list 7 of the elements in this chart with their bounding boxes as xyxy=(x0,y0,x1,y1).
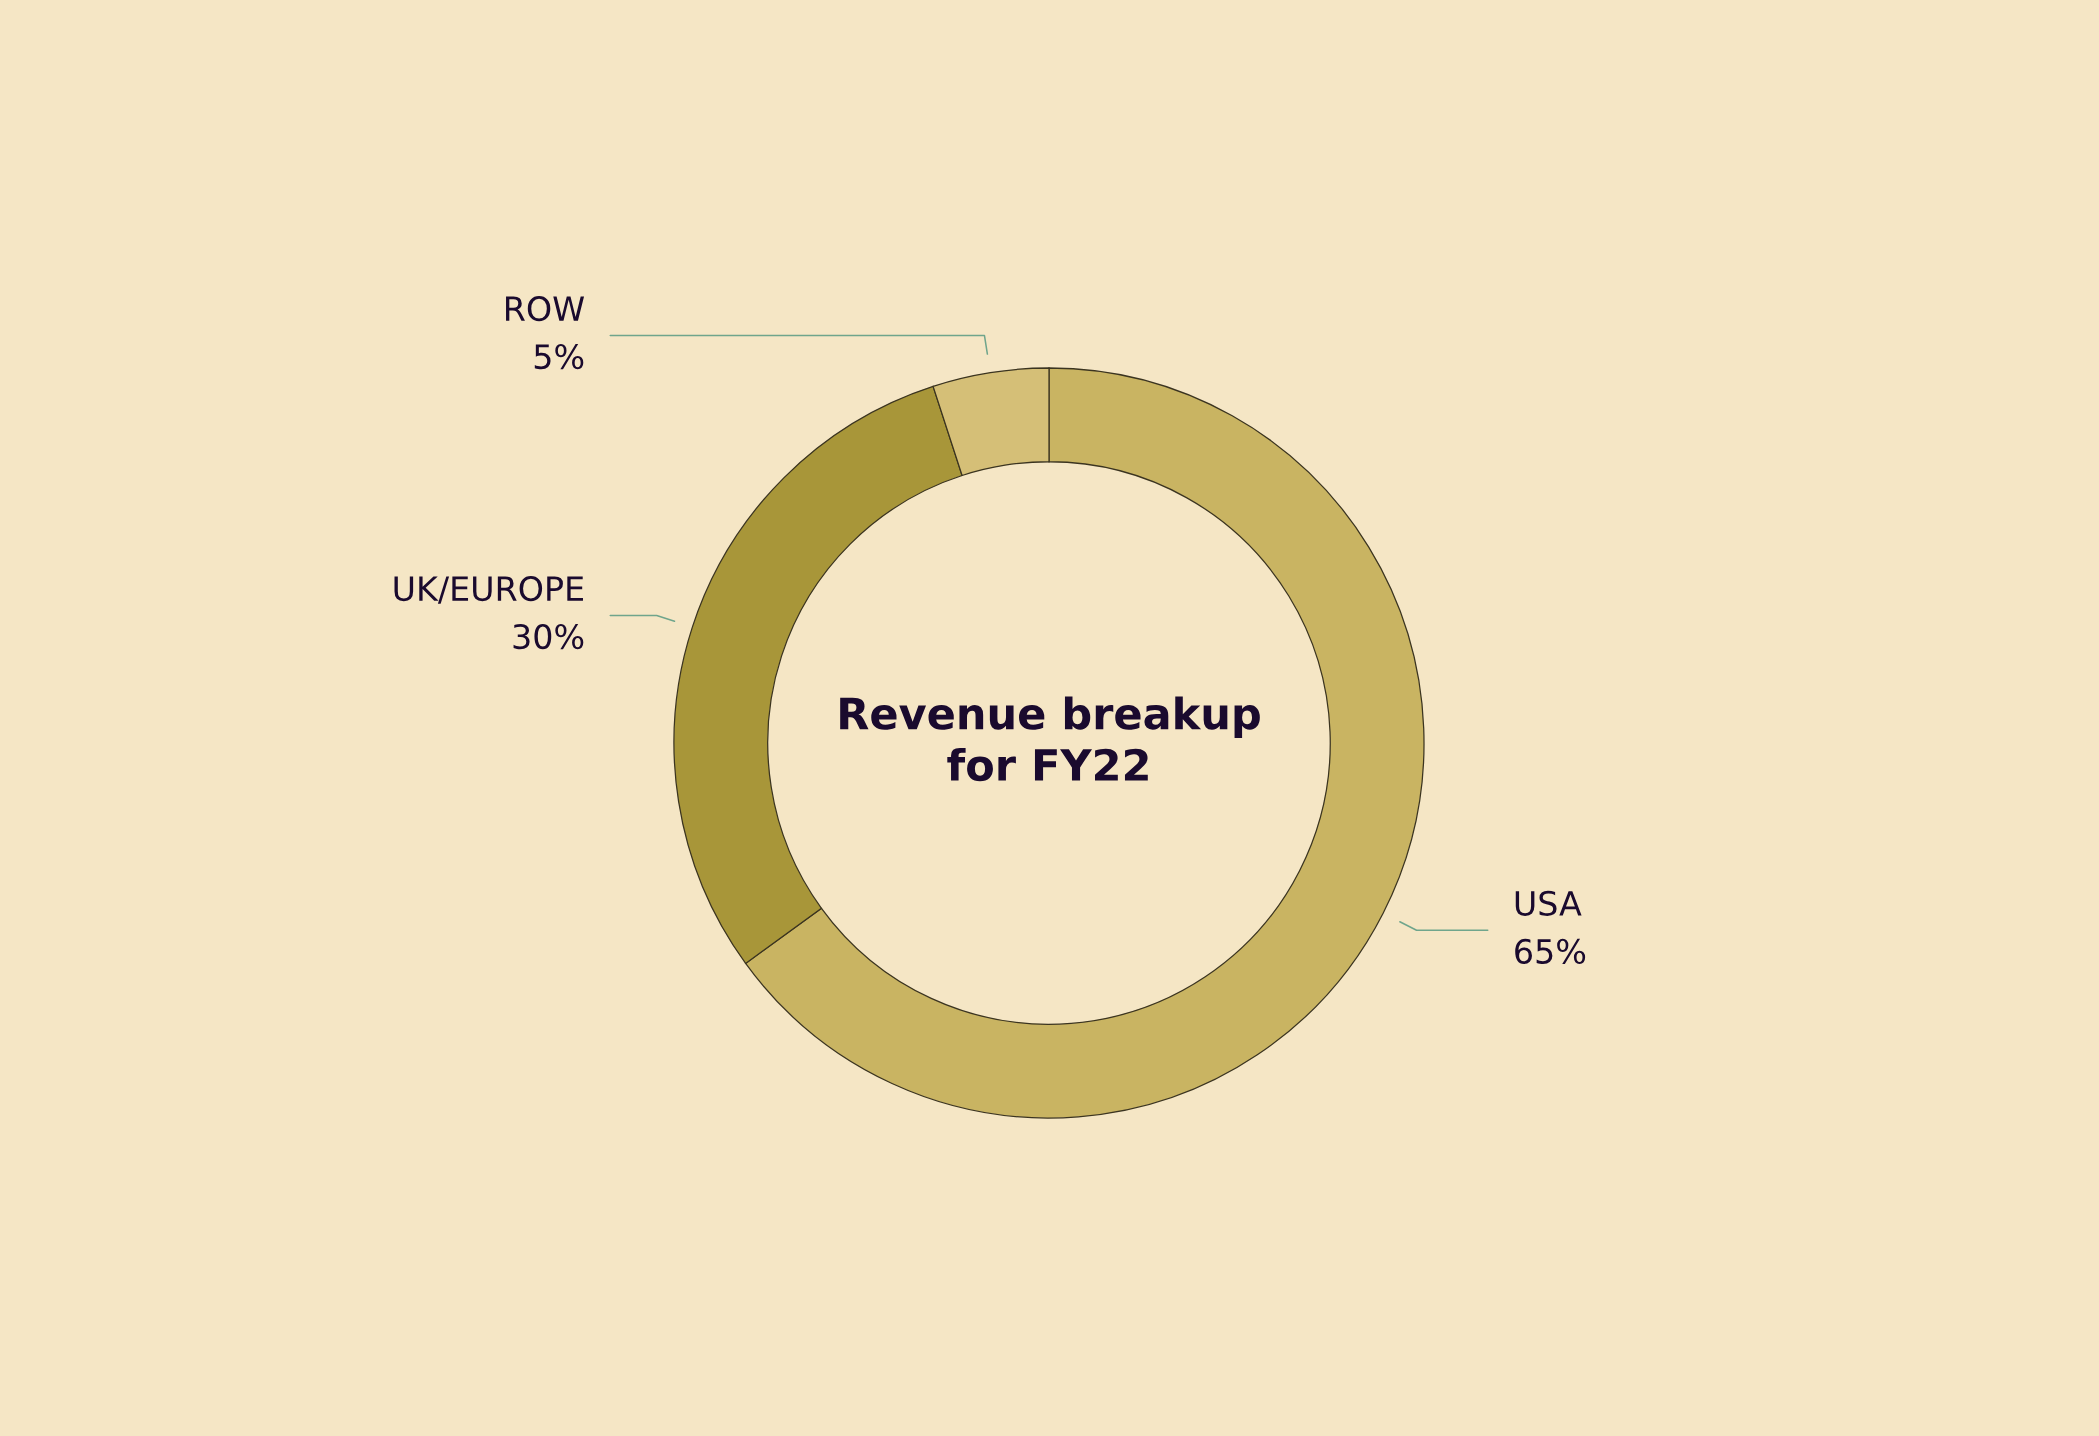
data-label: 30% xyxy=(513,623,584,650)
text: Revenue breakup for FY22 xyxy=(840,696,1260,782)
slice-label: ROW xyxy=(506,296,585,322)
slice-label: USA xyxy=(1515,890,1582,916)
data-label: 65% xyxy=(1515,938,1586,964)
slice-label: UK/EUROPE xyxy=(394,575,583,604)
data-label: 5% xyxy=(534,344,584,370)
